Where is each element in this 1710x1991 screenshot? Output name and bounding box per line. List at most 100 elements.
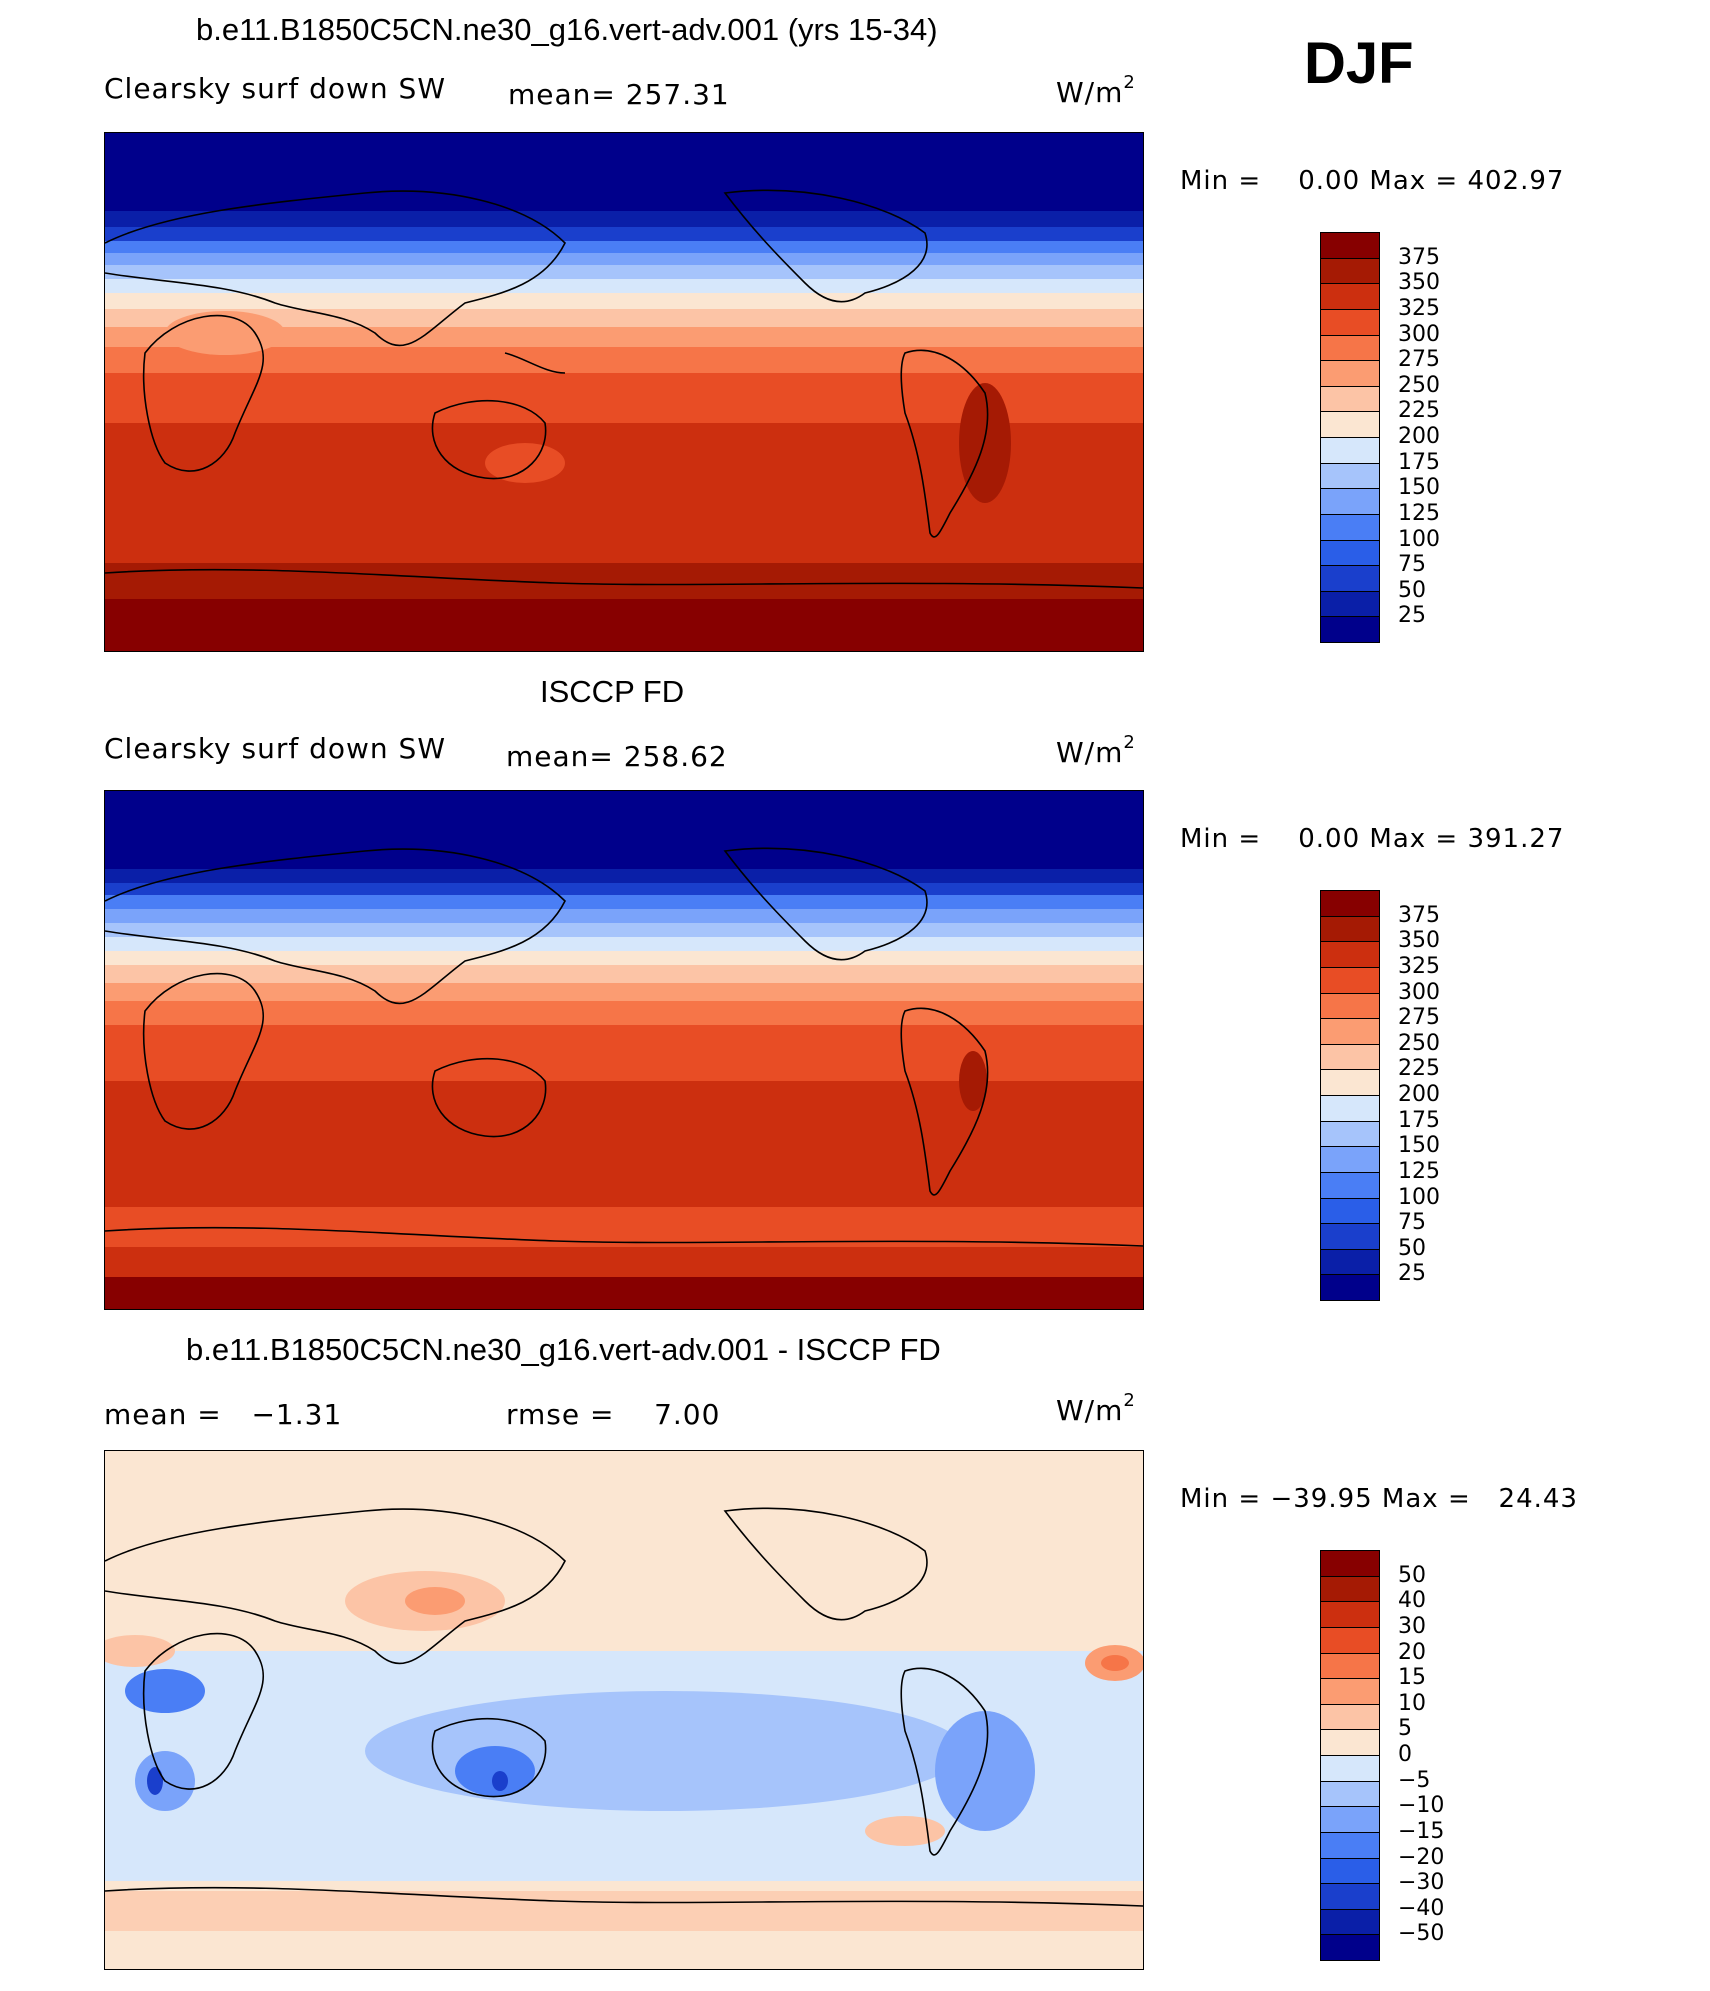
colorbar-label: −50 <box>1398 1921 1445 1947</box>
colorbar-label: 225 <box>1398 1056 1440 1082</box>
colorbar-swatch <box>1320 1652 1380 1680</box>
colorbar-swatch <box>1320 360 1380 387</box>
colorbar-swatch <box>1320 1197 1380 1225</box>
panel1-units: W/m2 <box>1056 72 1136 109</box>
colorbar-swatch <box>1320 334 1380 362</box>
colorbar-label: 325 <box>1398 953 1440 979</box>
colorbar-swatch <box>1320 616 1380 643</box>
colorbar-swatch <box>1320 1223 1380 1250</box>
colorbar-label: 30 <box>1398 1613 1426 1639</box>
colorbar-label: −10 <box>1398 1793 1445 1819</box>
colorbar-label: 200 <box>1398 424 1440 449</box>
colorbar-swatch <box>1320 232 1380 259</box>
panel3-colorbar: 50 40 30 20 15 10 5 0 −5 −10 −15 −20 −30 −40 −50 <box>1320 1550 1444 1961</box>
colorbar-swatch <box>1320 1120 1380 1148</box>
colorbar-label: 375 <box>1398 902 1440 928</box>
colorbar-label: 25 <box>1398 603 1426 629</box>
colorbar-swatch <box>1320 1274 1380 1301</box>
colorbar-label: 325 <box>1398 295 1440 321</box>
colorbar-swatch <box>1320 1703 1380 1731</box>
colorbar-swatch <box>1320 385 1380 413</box>
panel1-variable: Clearsky surf down SW <box>104 72 447 105</box>
colorbar-swatch <box>1320 1806 1380 1833</box>
colorbar-swatch <box>1320 513 1380 541</box>
colorbar-swatch <box>1320 1248 1380 1276</box>
colorbar-swatch <box>1320 1069 1380 1096</box>
colorbar-label: −30 <box>1398 1870 1445 1896</box>
panel2-colorbar: 375 350 325 300 275 250 225 200 175 150 125 100 75 50… <box>1320 890 1440 1301</box>
colorbar-swatch <box>1320 565 1380 592</box>
colorbar-label: 350 <box>1398 270 1440 296</box>
colorbar-swatch <box>1320 1857 1380 1885</box>
colorbar-label: 300 <box>1398 979 1440 1005</box>
colorbar-swatch <box>1320 1678 1380 1705</box>
colorbar-label: 300 <box>1398 321 1440 347</box>
colorbar-label: 200 <box>1398 1082 1440 1107</box>
panel3-rmse: rmse = 7.00 <box>506 1398 721 1431</box>
colorbar-label: 10 <box>1398 1690 1426 1716</box>
colorbar-label: −40 <box>1398 1895 1445 1921</box>
colorbar-label: 5 <box>1398 1716 1412 1742</box>
panel2-title: ISCCP FD <box>540 674 685 709</box>
colorbar-swatch <box>1320 1171 1380 1199</box>
colorbar-swatch <box>1320 257 1380 285</box>
colorbar-swatch <box>1320 590 1380 618</box>
colorbar-label: 40 <box>1398 1588 1426 1614</box>
panel3-mean: mean = −1.31 <box>104 1398 343 1431</box>
colorbar-swatch <box>1320 1043 1380 1071</box>
panel3-map <box>104 1450 1144 1970</box>
colorbar-swatch <box>1320 966 1380 994</box>
colorbar-swatch <box>1320 1550 1380 1577</box>
colorbar-label: 125 <box>1398 1158 1440 1184</box>
colorbar-swatch <box>1320 1095 1380 1122</box>
panel3-title: b.e11.B1850C5CN.ne30_g16.vert-adv.001 - … <box>186 1332 941 1367</box>
colorbar-swatch <box>1320 308 1380 336</box>
colorbar-swatch <box>1320 992 1380 1020</box>
colorbar-label: −5 <box>1398 1767 1431 1793</box>
colorbar-label: 100 <box>1398 526 1440 552</box>
colorbar-label: 375 <box>1398 244 1440 270</box>
colorbar-label: −15 <box>1398 1818 1445 1844</box>
panel3-minmax: Min = −39.95 Max = 24.43 <box>1180 1484 1578 1514</box>
colorbar-swatch <box>1320 1780 1380 1808</box>
colorbar-swatch <box>1320 941 1380 968</box>
colorbar-swatch <box>1320 915 1380 943</box>
colorbar-label: 275 <box>1398 1005 1440 1031</box>
panel2-minmax: Min = 0.00 Max = 391.27 <box>1180 824 1565 854</box>
colorbar-swatch <box>1320 1934 1380 1961</box>
colorbar-label: 250 <box>1398 1030 1440 1056</box>
panel2-mean: mean= 258.62 <box>506 740 728 773</box>
colorbar-label: 100 <box>1398 1184 1440 1210</box>
colorbar-label: 150 <box>1398 1133 1440 1159</box>
panel2-units: W/m2 <box>1056 732 1136 769</box>
colorbar-label: 275 <box>1398 347 1440 373</box>
colorbar-swatch <box>1320 488 1380 515</box>
colorbar-swatch <box>1320 1601 1380 1628</box>
colorbar-swatch <box>1320 1755 1380 1782</box>
colorbar-swatch <box>1320 1883 1380 1910</box>
panel1-title: b.e11.B1850C5CN.ne30_g16.vert-adv.001 (y… <box>196 12 938 47</box>
colorbar-swatch <box>1320 1908 1380 1936</box>
colorbar-label: 75 <box>1398 552 1426 578</box>
season-label: DJF <box>1304 31 1414 96</box>
panel1-minmax: Min = 0.00 Max = 402.97 <box>1180 166 1565 196</box>
colorbar-swatch <box>1320 411 1380 438</box>
panel1-map <box>104 132 1144 652</box>
panel3-map-field <box>105 1451 1143 1969</box>
panel2-variable: Clearsky surf down SW <box>104 732 447 765</box>
colorbar-label: −20 <box>1398 1844 1445 1870</box>
panel1-colorbar: 375 350 325 300 275 250 225 200 175 150 125 100 75 50… <box>1320 232 1440 643</box>
colorbar-label: 350 <box>1398 928 1440 954</box>
panel3-units: W/m2 <box>1056 1390 1136 1427</box>
colorbar-swatch <box>1320 539 1380 567</box>
panel1-map-field <box>105 133 1143 651</box>
colorbar-swatch <box>1320 1575 1380 1603</box>
colorbar-label: 150 <box>1398 475 1440 501</box>
colorbar-swatch <box>1320 437 1380 464</box>
colorbar-swatch <box>1320 1018 1380 1045</box>
colorbar-label: 25 <box>1398 1261 1426 1287</box>
colorbar-label: 0 <box>1398 1742 1412 1767</box>
panel2-map-field <box>105 791 1143 1309</box>
colorbar-swatch <box>1320 890 1380 917</box>
colorbar-swatch <box>1320 462 1380 490</box>
